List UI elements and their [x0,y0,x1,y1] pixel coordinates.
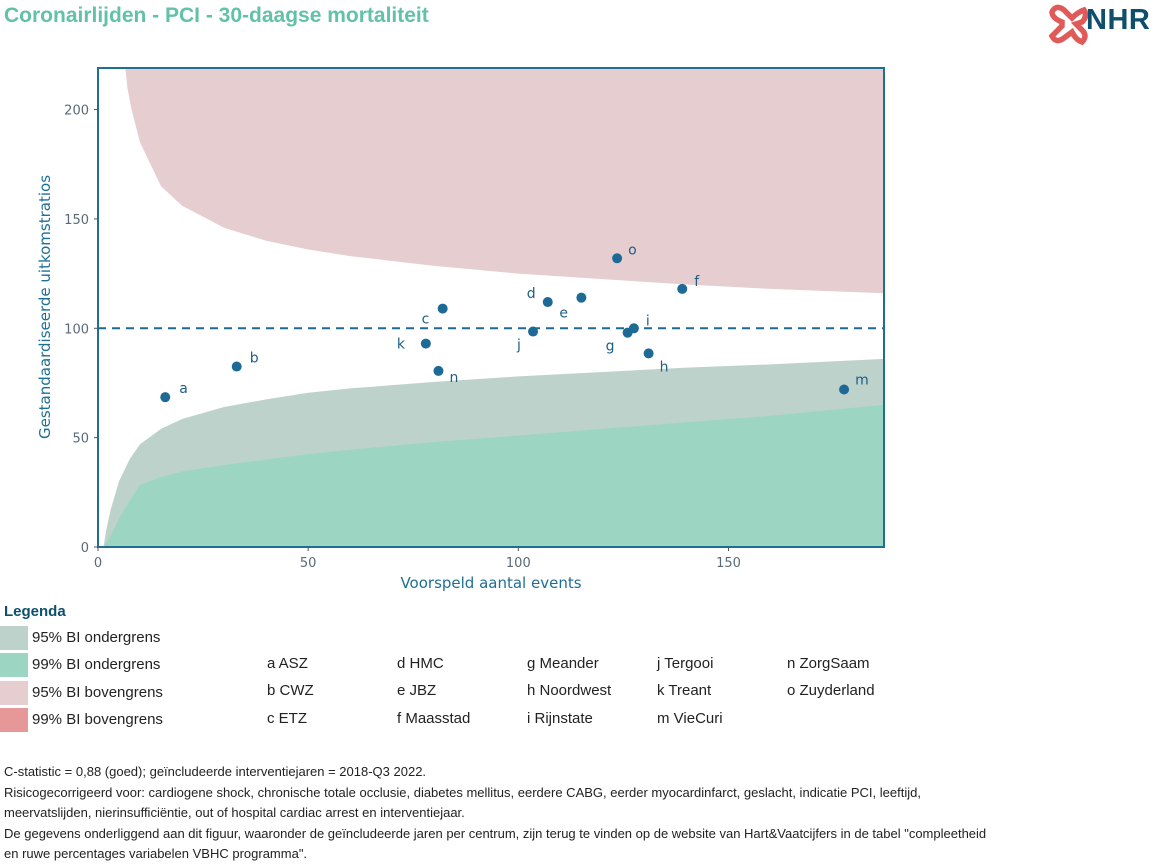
point-label-i: i [646,313,650,329]
legend-item: 99% BI bovengrens [0,707,163,732]
y-tick-label: 100 [64,322,89,337]
data-point-d [542,297,553,308]
footnote-line: Risicogecorrigeerd voor: cardiogene shoc… [4,784,921,800]
data-point-n [433,365,444,376]
center-legend-m: m VieCuri [657,710,723,727]
band-95-upper [125,68,885,294]
center-legend-j: j Tergooi [657,655,714,672]
legend-label: 99% BI ondergrens [32,656,161,673]
point-label-o: o [628,242,637,258]
center-legend-o: o Zuyderland [787,682,875,699]
point-label-j: j [516,338,521,354]
x-tick-label: 0 [94,556,102,571]
data-point-c [437,303,448,314]
center-legend-i: i Rijnstate [527,710,593,727]
footnotes: C-statistic = 0,88 (goed); geïncludeerde… [4,762,1169,865]
point-label-f: f [694,274,700,290]
y-tick-label: 0 [81,541,89,556]
legend-title: Legenda [4,603,66,620]
nhr-logo-icon [1048,4,1089,46]
point-label-n: n [449,370,458,386]
center-legend-a: a ASZ [267,655,308,672]
legend-item: 99% BI ondergrens [0,652,160,677]
footnote-line: en ruwe percentages variabelen VBHC prog… [4,846,308,861]
point-label-e: e [559,306,568,322]
legend-item: 95% BI ondergrens [0,625,160,650]
data-point-e [576,292,587,303]
y-tick-label: 50 [72,432,89,447]
data-point-f [677,283,688,294]
plot-frame [97,67,885,548]
center-legend-g: g Meander [527,655,599,672]
data-point-j [528,326,539,337]
data-point-b [231,361,242,372]
center-legend-n: n ZorgSaam [787,655,870,672]
point-label-h: h [660,359,669,375]
legend-swatch [0,625,28,650]
legend-label: 95% BI bovengrens [32,684,163,701]
point-label-d: d [527,286,536,302]
footnote-line: C-statistic = 0,88 (goed); geïncludeerde… [4,764,427,779]
point-label-b: b [250,351,259,367]
x-axis-label: Voorspeld aantal events [400,574,581,592]
legend-item: 95% BI bovengrens [0,680,163,705]
data-point-i [628,323,639,334]
data-point-m [839,384,850,395]
y-tick-label: 200 [64,104,89,119]
point-label-c: c [422,312,430,328]
band-99-lower [103,404,884,547]
legend-swatch [0,652,28,677]
data-point-h [643,348,654,359]
center-legend-f: f Maasstad [397,710,471,727]
footnote-line: meervatslijden, nierinsufficiëntie, out … [4,805,465,820]
data-point-o [612,253,623,264]
data-point-a [160,392,171,403]
legend-swatch [0,707,28,732]
scatter-chart: a b c d e f g h i j k m n o 0 50 100 150 0 50 100 150 200 Voo… [36,67,885,592]
legend-swatch [0,680,28,705]
legend-label: 95% BI ondergrens [32,629,161,646]
logo-text: NHR [1086,4,1151,36]
data-point-k [420,338,431,349]
chart-title: Coronairlijden - PCI - 30-daagse mortali… [4,4,429,27]
y-axis-label: Gestandaardiseerde uitkomstratios [36,175,54,439]
point-label-k: k [397,337,406,353]
point-label-m: m [855,373,869,389]
x-tick-label: 50 [300,556,317,571]
center-legend-c: c ETZ [267,710,307,727]
center-legend-d: d HMC [397,655,444,672]
y-tick-label: 150 [64,213,89,228]
point-label-g: g [606,339,615,355]
point-label-a: a [179,381,188,397]
center-legend-k: k Treant [657,682,712,699]
footnote-line: De gegevens onderliggend aan dit figuur,… [4,825,987,841]
center-legend-h: h Noordwest [527,682,612,699]
x-tick-label: 100 [506,556,531,571]
center-legend-b: b CWZ [267,682,314,699]
legend-label: 99% BI bovengrens [32,711,163,728]
center-legend-e: e JBZ [397,682,437,699]
x-tick-label: 150 [716,556,741,571]
